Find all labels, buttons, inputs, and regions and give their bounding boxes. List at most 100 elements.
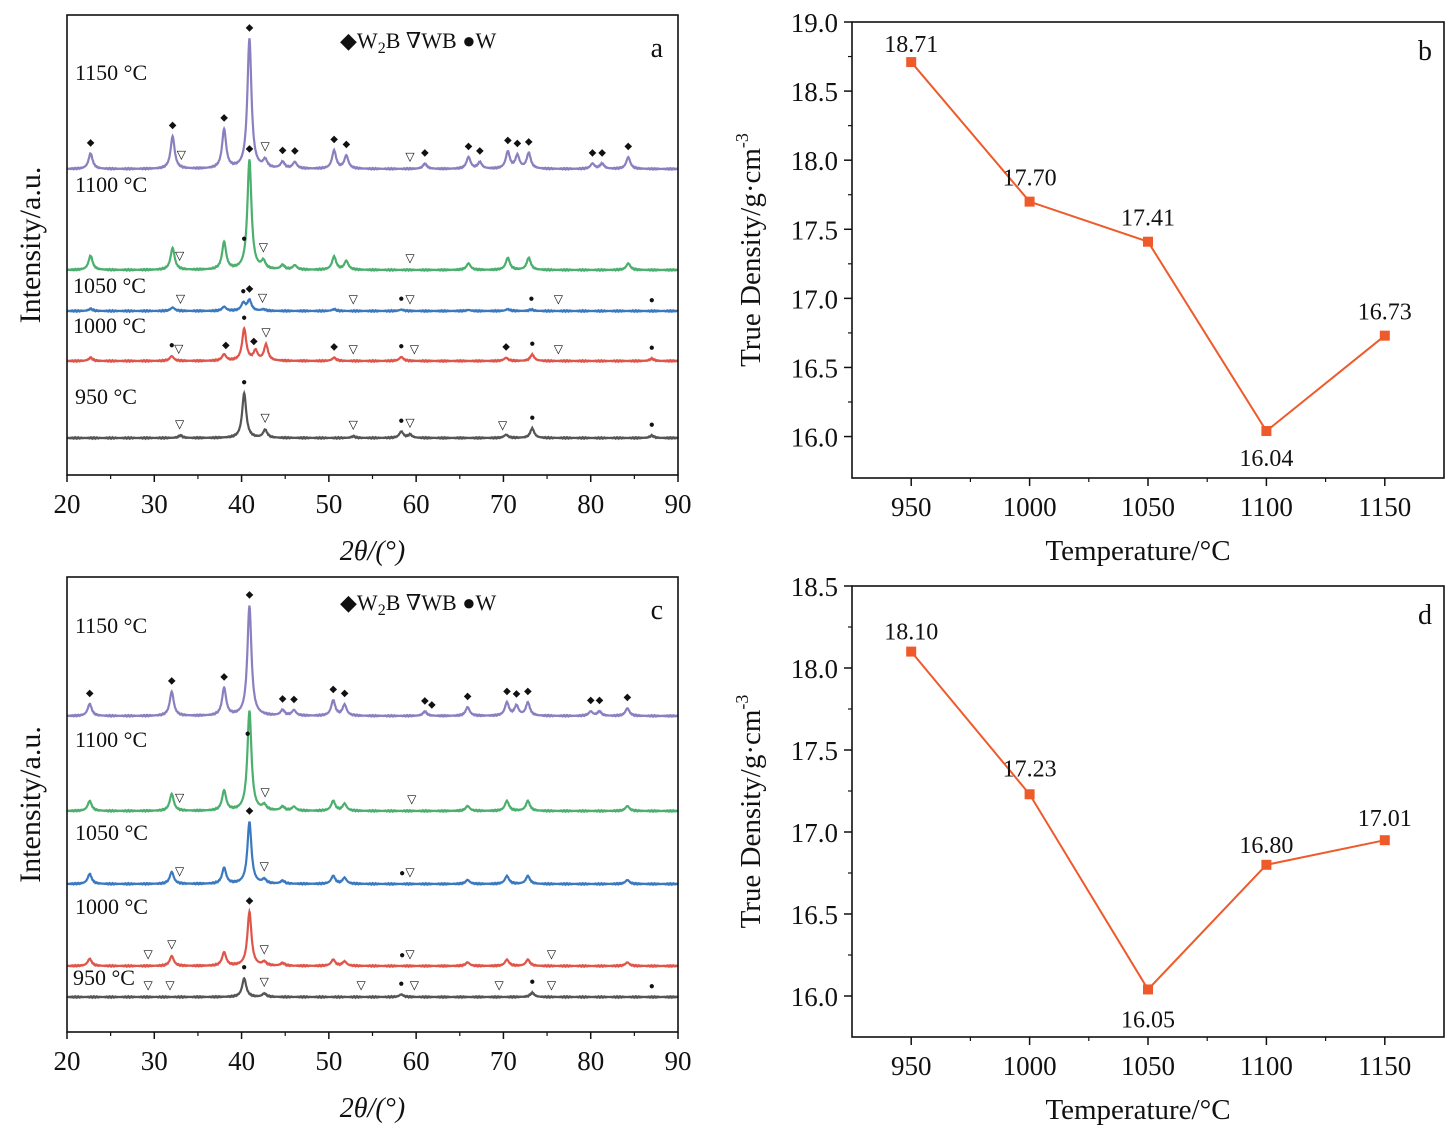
phase-marker: ◆ xyxy=(279,694,287,705)
phase-marker: ● xyxy=(399,950,405,961)
phase-marker: ▽ xyxy=(177,147,187,161)
phase-marker: ◆ xyxy=(476,146,484,157)
x-tick-label: 1050 xyxy=(1121,1051,1175,1081)
density-series-line xyxy=(910,650,1386,992)
phase-marker: ● xyxy=(398,978,404,989)
data-label: 17.41 xyxy=(1121,206,1175,232)
phase-marker: ▽ xyxy=(405,415,415,429)
phase-marker: ◆ xyxy=(524,686,532,697)
phase-marker: ▽ xyxy=(175,864,185,878)
phase-marker: ● xyxy=(649,981,655,992)
curve-label: 1050 °C xyxy=(75,820,148,845)
density-point xyxy=(1024,196,1035,207)
xrd-curve xyxy=(66,389,679,441)
x-tick-label: 50 xyxy=(315,1046,342,1076)
data-label: 16.05 xyxy=(1121,1007,1175,1033)
phase-marker: ▽ xyxy=(554,292,564,306)
phase-marker: ◆ xyxy=(330,342,338,353)
phase-marker: ● xyxy=(649,343,655,354)
x-tick-label: 70 xyxy=(490,489,517,519)
legend-w2b-text-end: B xyxy=(386,28,406,53)
legend-wb-text: WB xyxy=(421,28,462,53)
y-axis-label: True Density/g·cm-3 xyxy=(732,695,767,929)
phase-marker: ▽ xyxy=(144,947,154,961)
phase-marker: ◆ xyxy=(525,137,533,148)
x-tick-label: 1150 xyxy=(1358,1051,1411,1081)
phase-marker: ◆ xyxy=(250,336,258,347)
y-axis-label-sup: -3 xyxy=(732,133,752,148)
xrd-curve xyxy=(66,821,679,887)
phase-marker: ● xyxy=(241,312,247,323)
density-point xyxy=(1143,984,1153,995)
legend-w2b-text-end: B xyxy=(386,590,406,615)
curve-label: 1100 °C xyxy=(75,727,147,752)
plot-frame xyxy=(851,21,1445,479)
phase-marker: ◆ xyxy=(246,22,254,33)
legend-w2b-symbol: ◆ xyxy=(340,28,357,53)
legend-w2b-symbol: ◆ xyxy=(340,590,357,615)
phase-marker: ● xyxy=(240,286,246,297)
curve-label: 950 °C xyxy=(75,384,137,409)
phase-marker: ▽ xyxy=(410,342,420,356)
x-tick-label: 20 xyxy=(54,1046,81,1076)
phase-marker: ◆ xyxy=(246,806,254,817)
y-axis-label-main: True Density/g·cm xyxy=(735,148,767,367)
density-point xyxy=(1261,859,1272,870)
y-tick-label: 16.0 xyxy=(791,982,838,1012)
phase-marker: ◆ xyxy=(290,694,298,705)
phase-marker: ▽ xyxy=(260,859,270,873)
legend-wb-symbol: ∇ xyxy=(406,28,421,53)
x-tick-label: 40 xyxy=(228,489,255,519)
phase-marker: ● xyxy=(649,420,655,431)
x-tick-label: 30 xyxy=(141,489,168,519)
panel-letter: b xyxy=(1418,36,1432,67)
phase-marker: ◆ xyxy=(246,283,254,294)
density-panel-b: 16.0 16.5 17.0 17.5 18.0 18.5 19.0 950 1000 1050 1… xyxy=(732,8,1445,567)
data-label: 17.70 xyxy=(1003,166,1057,192)
phase-marker: ▽ xyxy=(547,978,557,992)
phase-marker: ◆ xyxy=(87,137,95,148)
phase-marker: ◆ xyxy=(421,695,429,706)
x-tick-label: 60 xyxy=(403,1046,430,1076)
phase-marker: ● xyxy=(529,412,535,423)
phase-marker: ◆ xyxy=(246,590,254,601)
y-axis-label-main: True Density/g·cm xyxy=(735,709,767,928)
phase-marker: ▽ xyxy=(407,792,417,806)
xrd-curve xyxy=(66,907,679,969)
y-tick-label: 16.5 xyxy=(791,900,838,930)
curve-label: 1100 °C xyxy=(75,172,147,197)
phase-marker: ◆ xyxy=(502,342,510,353)
legend-w-text: W xyxy=(476,590,497,615)
phase-marker: ◆ xyxy=(220,113,228,124)
x-tick-label: 70 xyxy=(490,1046,517,1076)
y-tick-label: 18.5 xyxy=(791,77,838,107)
density-point xyxy=(1261,426,1272,437)
phase-marker: ● xyxy=(241,962,247,973)
phase-marker: ▽ xyxy=(167,937,177,951)
x-axis-label: Temperature/°C xyxy=(1045,535,1230,567)
xrd-panel-a: ◆◆▽◆◆▽ ◆ ◆◆ ◆▽ ◆◆ ◆◆ ◆ ◆◆ ◆◆1150 °C▽●◆▽▽1100 °C▽… xyxy=(14,14,692,567)
y-tick-label: 17.5 xyxy=(791,215,838,245)
phase-marker: ▽ xyxy=(498,418,508,432)
panel-letter: a xyxy=(651,33,664,64)
data-label: 17.23 xyxy=(1003,756,1057,782)
phase-marker: ◆ xyxy=(504,135,512,146)
phase-marker: ◆ xyxy=(342,139,350,150)
phase-marker: ◆ xyxy=(421,148,429,159)
density-panel-d: 16.0 16.5 17.0 17.5 18.0 18.5 950 1000 1050 1100 1… xyxy=(732,572,1445,1126)
phase-marker: ◆ xyxy=(624,141,632,152)
phase-marker: ◆ xyxy=(222,340,230,351)
phase-marker: ● xyxy=(529,339,535,350)
y-tick-label: 19.0 xyxy=(791,8,838,38)
plot-frame xyxy=(66,14,679,476)
phase-marker: ● xyxy=(528,294,534,305)
y-tick-label: 18.0 xyxy=(791,146,838,176)
data-label: 18.71 xyxy=(884,32,938,58)
xrd-panel-c: ◆◆ ◆◆◆ ◆◆ ◆◆ ◆◆ ◆ ◆ ◆◆ ◆ ◆1150 °C▽●▽ ▽1100 °C▽◆▽● ▽… xyxy=(14,576,692,1124)
x-tick-label: 1000 xyxy=(1003,1051,1057,1081)
x-tick-label: 1000 xyxy=(1003,492,1057,522)
density-point xyxy=(1024,789,1035,800)
phase-marker: ● xyxy=(241,234,247,245)
x-tick-label: 1100 xyxy=(1240,492,1293,522)
xrd-curve xyxy=(66,297,679,314)
